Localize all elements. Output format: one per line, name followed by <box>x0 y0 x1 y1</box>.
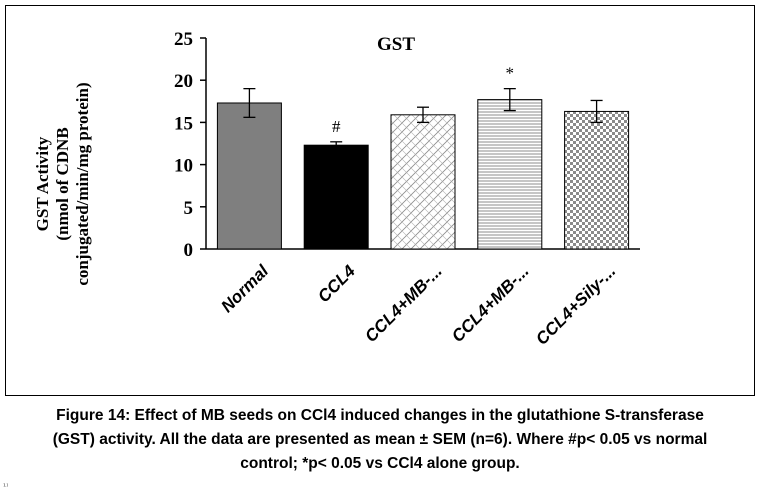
y-ticks: 0 5 10 15 20 25 <box>174 29 206 261</box>
bar <box>390 114 456 250</box>
y-tick-label: 0 <box>184 240 194 261</box>
y-axis-label-line-3: conjugated/min/mg protein) <box>73 82 92 285</box>
caption-line-3: control; *p< 0.05 vs CCl4 alone group. <box>240 455 520 472</box>
chart-frame: GST GST Activity (nmol of CDNB conjugate… <box>5 5 755 396</box>
chart-svg: GST GST Activity (nmol of CDNB conjugate… <box>33 29 640 349</box>
corner-mark: ¹⁾ <box>3 482 9 491</box>
y-tick-label: 10 <box>174 156 193 177</box>
y-axis-label-line-2: (nmol of CDNB <box>53 127 72 240</box>
significance-marker: * <box>506 64 515 83</box>
x-tick-label: CCL4+MB-... <box>448 261 533 346</box>
bar <box>303 144 369 250</box>
x-tick-label: CCL4+MB-... <box>361 261 446 346</box>
y-tick-label: 5 <box>184 198 194 219</box>
bar <box>564 110 630 250</box>
bar <box>477 99 543 250</box>
y-tick-label: 20 <box>174 71 193 92</box>
chart-title: GST <box>377 34 415 55</box>
caption-line-2: (GST) activity. All the data are present… <box>52 431 708 448</box>
y-tick-label: 25 <box>174 29 193 50</box>
x-tick-label: Normal <box>217 260 273 316</box>
x-tick-label: CCL4+Sily-... <box>532 261 619 348</box>
y-tick-label: 15 <box>174 113 193 134</box>
bars: #* <box>216 64 630 250</box>
x-tick-label: CCL4 <box>314 261 359 306</box>
significance-marker: # <box>332 117 341 136</box>
figure-caption: Figure 14: Effect of MB seeds on CCl4 in… <box>10 404 750 476</box>
y-axis-label: GST Activity (nmol of CDNB conjugated/mi… <box>33 82 92 285</box>
y-axis-label-line-1: GST Activity <box>33 136 52 231</box>
x-ticks: Normal CCL4 CCL4+MB-... CCL4+MB-... CCL4+Sil… <box>217 260 619 348</box>
caption-line-1: Figure 14: Effect of MB seeds on CCl4 in… <box>56 407 704 424</box>
bar <box>216 102 282 250</box>
